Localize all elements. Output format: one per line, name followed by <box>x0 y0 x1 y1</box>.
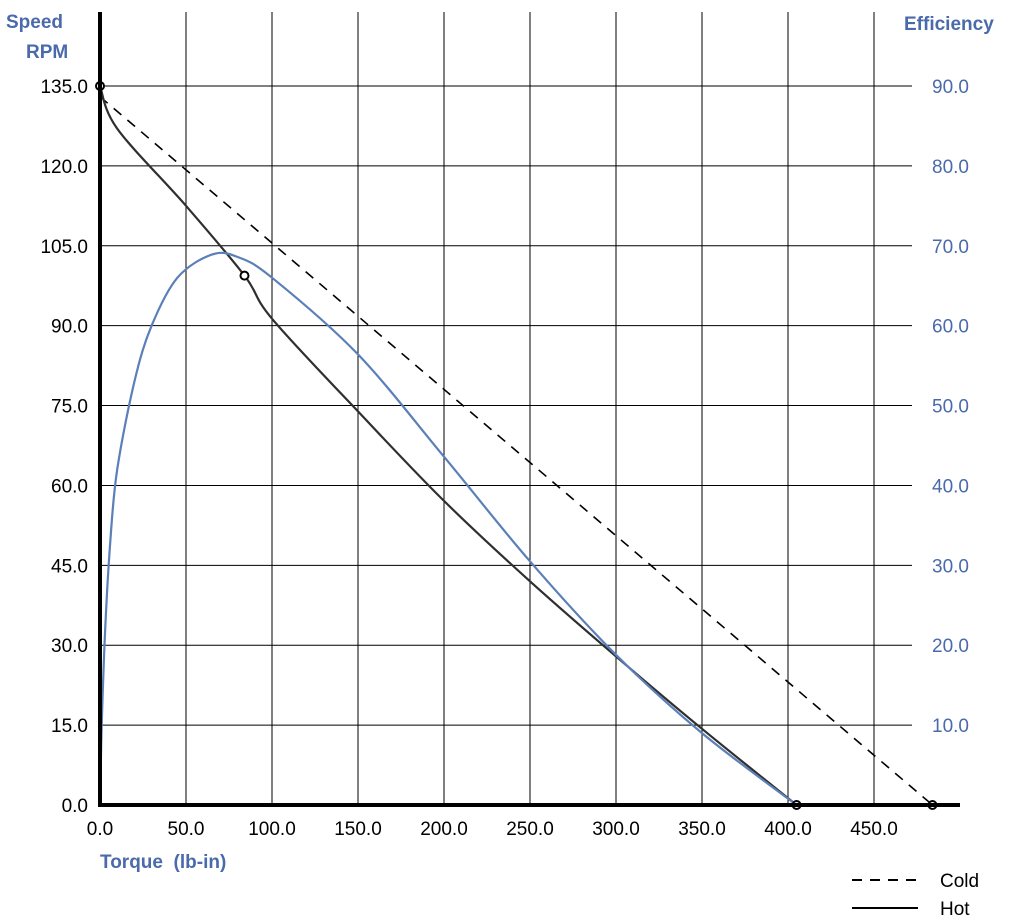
y-right-tick-label-3: 40.0 <box>932 476 969 497</box>
y-right-tick-label-1: 20.0 <box>932 636 969 657</box>
y-axis-left-title-line2: RPM <box>26 42 68 63</box>
x-tick-label-1: 50.0 <box>168 819 205 840</box>
series <box>98 85 934 806</box>
grid <box>100 12 912 805</box>
y-left-tick-label-7: 105.0 <box>40 237 88 258</box>
x-tick-label-4: 200.0 <box>420 819 468 840</box>
y-axis-left-title-line1: Speed <box>6 12 63 33</box>
x-tick-label-9: 450.0 <box>850 819 898 840</box>
tick-labels: 0.0 50.0 100.0 150.0 200.0 250.0 300.0 350.0 400… <box>40 77 969 840</box>
y-left-tick-label-5: 75.0 <box>51 397 88 418</box>
x-tick-label-8: 400.0 <box>764 819 812 840</box>
y-left-tick-label-6: 90.0 <box>51 317 88 338</box>
x-tick-label-5: 250.0 <box>506 819 554 840</box>
legend-label-cold: Cold <box>940 871 979 892</box>
y-right-tick-label-6: 70.0 <box>932 237 969 258</box>
x-tick-label-7: 350.0 <box>678 819 726 840</box>
x-tick-label-3: 150.0 <box>334 819 382 840</box>
x-axis-title: Torque (lb-in) <box>100 852 226 873</box>
y-right-tick-label-2: 30.0 <box>932 556 969 577</box>
axes <box>98 12 960 807</box>
legend: Cold Hot <box>852 871 979 920</box>
y-left-tick-label-4: 60.0 <box>51 476 88 497</box>
marker-point-1 <box>239 270 250 281</box>
x-tick-label-6: 300.0 <box>592 819 640 840</box>
y-left-tick-label-1: 15.0 <box>51 716 88 737</box>
y-left-tick-label-8: 120.0 <box>40 157 88 178</box>
series-line-cold <box>99 96 934 806</box>
x-tick-label-2: 100.0 <box>248 819 296 840</box>
series-line-hot <box>98 85 798 806</box>
x-tick-label-0: 0.0 <box>87 819 113 840</box>
y-right-tick-label-8: 90.0 <box>932 77 969 98</box>
y-left-tick-label-3: 45.0 <box>51 556 88 577</box>
y-right-tick-label-5: 60.0 <box>932 317 969 338</box>
series-line-efficiency <box>98 251 798 806</box>
y-axis-right-title: Efficiency <box>904 14 994 35</box>
markers <box>95 81 938 810</box>
y-left-tick-label-9: 135.0 <box>40 77 88 98</box>
y-right-tick-label-7: 80.0 <box>932 157 969 178</box>
y-right-tick-label-4: 50.0 <box>932 397 969 418</box>
y-left-tick-label-0: 0.0 <box>62 796 88 817</box>
y-left-tick-label-2: 30.0 <box>51 636 88 657</box>
y-right-tick-label-0: 10.0 <box>932 716 969 737</box>
legend-label-hot: Hot <box>940 899 970 920</box>
